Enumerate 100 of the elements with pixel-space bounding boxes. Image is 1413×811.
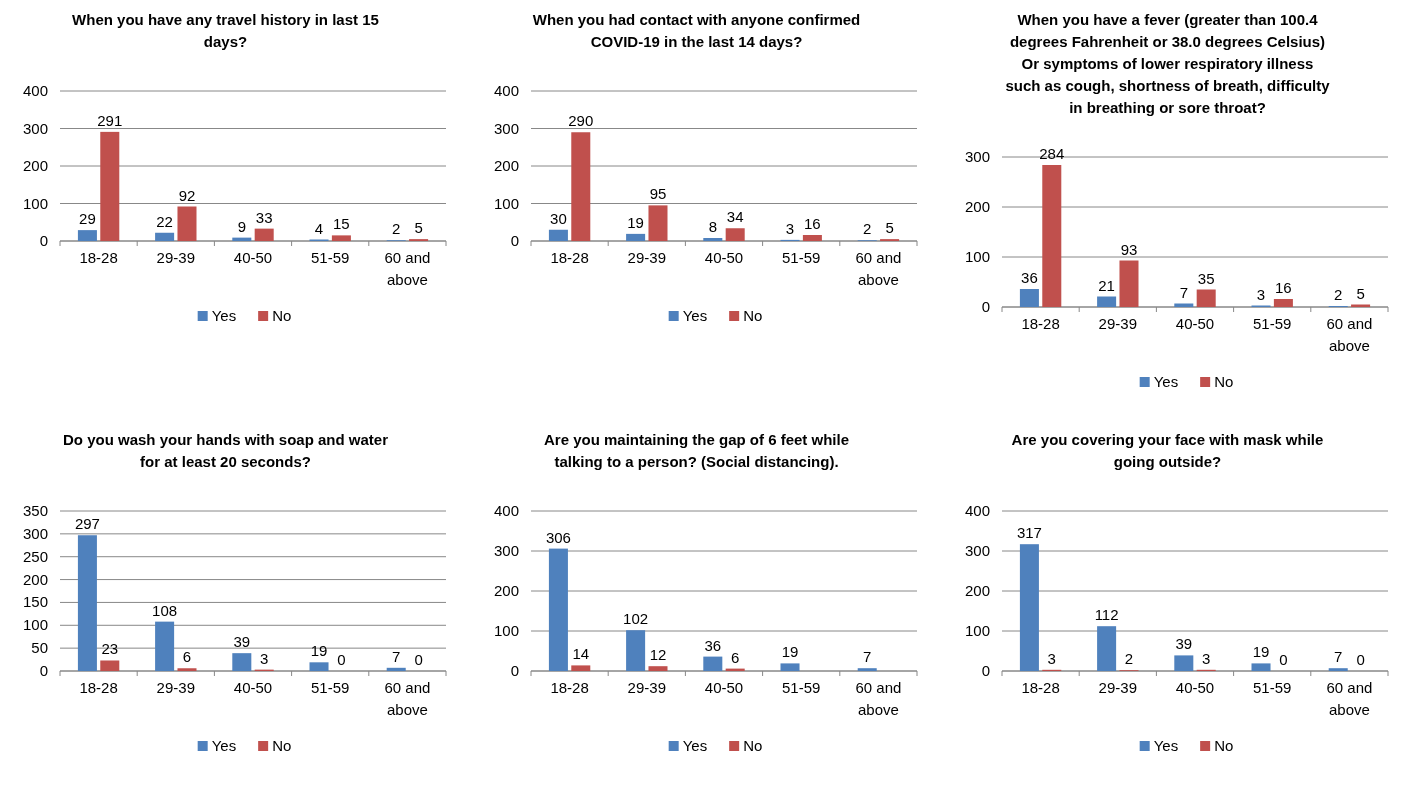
data-label: 290 [568,112,594,130]
legend-label: No [272,737,292,754]
x-tick-label: 29-39 [627,679,666,696]
bar [703,656,723,671]
data-label: 7 [1179,283,1188,301]
bar [309,662,329,671]
data-label: 0 [337,651,346,668]
x-tick-label: 60 and above [855,249,902,288]
data-label: 102 [623,610,649,628]
x-tick-label: 40-50 [1175,679,1215,696]
y-tick-label: 100 [964,248,990,265]
bar [1174,655,1194,671]
legend-label: Yes [1153,373,1179,390]
x-tick-label: 40-50 [1175,315,1215,332]
data-label: 0 [1356,651,1365,668]
data-label: 93 [1120,240,1138,258]
data-label: 3 [1256,285,1266,303]
data-label: 36 [1021,269,1038,286]
y-tick-label: 400 [493,82,519,99]
x-tick-label: 18-28 [79,679,118,696]
data-label: 22 [156,212,173,230]
y-tick-label: 0 [510,232,519,249]
data-label: 33 [255,208,273,226]
chart-title: Do you wash your hands with soap and water for at least 20 seconds? [62,431,389,470]
y-tick-label: 50 [31,639,48,657]
data-label: 16 [1275,279,1292,296]
bar [1019,289,1039,307]
y-tick-label: 300 [964,148,990,165]
data-label: 19 [781,643,799,661]
legend-label: Yes [682,737,708,754]
y-tick-label: 350 [22,502,48,519]
data-label: 317 [1016,524,1042,542]
data-label: 0 [1279,651,1288,668]
x-tick-label: 51-59 [311,679,350,696]
bar [626,233,646,241]
data-label: 12 [649,646,667,664]
x-tick-label: 18-28 [550,249,589,266]
bar [77,535,97,671]
data-label: 2 [1124,650,1134,668]
data-label: 19 [310,642,328,660]
bar [626,630,646,671]
bar [725,228,745,241]
data-label: 306 [545,528,571,546]
x-tick-label: 51-59 [782,249,821,266]
legend-label: Yes [1153,737,1179,754]
data-label: 92 [178,186,196,204]
y-tick-label: 0 [39,662,48,679]
x-tick-label: 60 and above [855,679,902,718]
data-label: 29 [79,210,96,228]
x-tick-label: 40-50 [233,679,273,696]
data-label: 39 [1175,635,1193,653]
bar [802,235,822,241]
x-tick-label: 51-59 [1253,315,1292,332]
x-tick-label: 51-59 [311,249,350,266]
data-label: 284 [1039,145,1065,162]
bar [648,205,668,241]
data-label: 21 [1098,276,1115,294]
y-tick-label: 0 [39,232,48,249]
legend-label: No [743,307,763,324]
bar [1119,260,1139,307]
data-label: 5 [1356,284,1365,302]
x-tick-label: 51-59 [782,679,821,696]
legend-label: No [1214,737,1234,754]
data-label: 9 [237,217,246,235]
y-tick-label: 100 [22,616,48,634]
data-label: 8 [708,218,717,235]
x-tick-label: 40-50 [233,249,273,266]
bar [331,235,351,241]
bar [548,229,568,241]
data-label: 5 [885,219,894,237]
x-tick-label: 60 and above [1326,315,1373,354]
data-label: 7 [392,647,401,665]
bar [100,131,120,241]
y-tick-label: 200 [493,582,519,599]
legend-label: No [1214,373,1234,390]
data-label: 5 [414,219,423,237]
y-tick-label: 250 [22,547,48,565]
bar [780,663,800,671]
x-tick-label: 18-28 [1021,679,1060,696]
bar [1019,544,1039,671]
y-tick-label: 100 [22,194,48,212]
chart-title: Are you covering your face with mask while going outside? [1011,431,1324,470]
bar [177,206,197,241]
y-tick-label: 200 [22,157,48,174]
x-tick-label: 18-28 [550,679,589,696]
bar [100,660,120,671]
bar [571,665,591,671]
data-label: 19 [627,213,644,231]
y-tick-label: 200 [493,157,519,174]
chart-title: When you had contact with anyone confirmed COVID-19 in the last 14 days? [532,11,861,50]
data-label: 0 [414,651,423,668]
x-tick-label: 29-39 [1098,315,1137,332]
data-label: 16 [804,215,821,232]
data-label: 95 [649,185,667,203]
data-label: 4 [314,219,324,237]
data-label: 2 [1334,286,1343,303]
x-tick-label: 29-39 [627,249,666,266]
bar [155,621,175,671]
bar [1196,289,1216,307]
y-tick-label: 400 [22,82,48,99]
